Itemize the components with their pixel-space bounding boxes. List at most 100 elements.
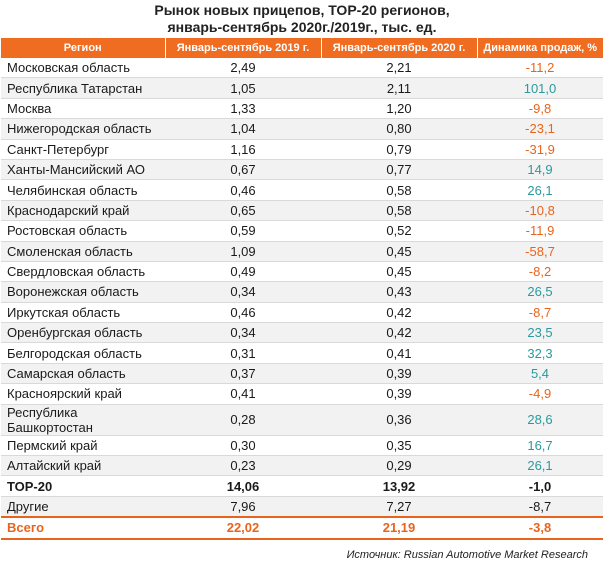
table-row: Свердловская область 0,49 0,45 -8,2 (1, 261, 603, 283)
value-2020-cell: 0,29 (321, 455, 477, 477)
region-cell: Воронежская область (1, 281, 165, 303)
value-2019-cell: 0,46 (165, 179, 321, 201)
value-2020-cell: 0,39 (321, 363, 477, 385)
value-2019-cell: 0,28 (165, 404, 321, 436)
table-row: Всего 22,02 21,19 -3,8 (1, 516, 603, 540)
region-cell: Белгородская область (1, 342, 165, 364)
dynamics-cell: -3,8 (477, 516, 603, 540)
value-2019-cell: 7,96 (165, 496, 321, 518)
dynamics-cell: -58,7 (477, 241, 603, 262)
table-row: Алтайский край 0,23 0,29 26,1 (1, 455, 603, 477)
dynamics-cell: -23,1 (477, 118, 603, 140)
table-body: Московская область 2,49 2,21 -11,2 Республик… (1, 58, 603, 540)
value-2020-cell: 0,36 (321, 404, 477, 436)
dynamics-cell: 16,7 (477, 435, 603, 457)
region-cell: Ростовская область (1, 220, 165, 242)
header-2020: Январь-сентябрь 2020 г. (321, 38, 478, 58)
dynamics-cell: -11,9 (477, 220, 603, 242)
table-row: Иркутская область 0,46 0,42 -8,7 (1, 302, 603, 324)
region-cell: Нижегородская область (1, 118, 165, 140)
region-cell: Республика Татарстан (1, 77, 165, 99)
region-cell: Всего (1, 516, 165, 540)
value-2019-cell: 0,31 (165, 342, 321, 364)
value-2019-cell: 0,49 (165, 261, 321, 283)
region-cell: Свердловская область (1, 261, 165, 283)
table-row: Ростовская область 0,59 0,52 -11,9 (1, 220, 603, 242)
value-2020-cell: 0,42 (321, 322, 477, 344)
table-row: Республика Татарстан 1,05 2,11 101,0 (1, 77, 603, 99)
region-cell: Пермский край (1, 435, 165, 457)
header-region: Регион (1, 38, 166, 58)
title-line-2: январь-сентябрь 2020г./2019г., тыс. ед. (167, 19, 437, 35)
region-cell: Москва (1, 98, 165, 120)
dynamics-cell: 101,0 (477, 77, 603, 99)
region-cell: Оренбургская область (1, 322, 165, 344)
value-2019-cell: 1,16 (165, 139, 321, 160)
table-row: Воронежская область 0,34 0,43 26,5 (1, 281, 603, 303)
table-row: Ханты-Мансийский АО 0,67 0,77 14,9 (1, 159, 603, 181)
value-2020-cell: 0,79 (321, 139, 477, 160)
value-2019-cell: 0,46 (165, 302, 321, 324)
dynamics-cell: 26,5 (477, 281, 603, 303)
region-cell: Московская область (1, 58, 165, 79)
value-2019-cell: 1,33 (165, 98, 321, 120)
dynamics-cell: 28,6 (477, 404, 603, 436)
region-cell: Алтайский край (1, 455, 165, 477)
header-2019: Январь-сентябрь 2019 г. (165, 38, 322, 58)
value-2019-cell: 1,09 (165, 241, 321, 262)
region-cell: Ханты-Мансийский АО (1, 159, 165, 181)
value-2019-cell: 22,02 (165, 516, 321, 540)
value-2019-cell: 0,41 (165, 383, 321, 405)
dynamics-cell: 23,5 (477, 322, 603, 344)
dynamics-cell: 32,3 (477, 342, 603, 364)
table-row: Нижегородская область 1,04 0,80 -23,1 (1, 118, 603, 140)
dynamics-cell: -9,8 (477, 98, 603, 120)
dynamics-cell: -8,7 (477, 302, 603, 324)
value-2020-cell: 0,45 (321, 261, 477, 283)
value-2020-cell: 0,39 (321, 383, 477, 405)
region-cell: Красноярский край (1, 383, 165, 405)
source-note: Источник: Russian Automotive Market Rese… (346, 548, 588, 561)
table-row: Санкт-Петербург 1,16 0,79 -31,9 (1, 139, 603, 160)
table-row: Оренбургская область 0,34 0,42 23,5 (1, 322, 603, 344)
title-line-1: Рынок новых прицепов, ТОР-20 регионов, (154, 2, 450, 18)
table-row: Смоленская область 1,09 0,45 -58,7 (1, 241, 603, 262)
value-2020-cell: 1,20 (321, 98, 477, 120)
dynamics-cell: 5,4 (477, 363, 603, 385)
table-row: Белгородская область 0,31 0,41 32,3 (1, 342, 603, 364)
table-row: Краснодарский край 0,65 0,58 -10,8 (1, 200, 603, 222)
table-row: Московская область 2,49 2,21 -11,2 (1, 58, 603, 79)
region-cell: Иркутская область (1, 302, 165, 324)
value-2019-cell: 0,67 (165, 159, 321, 181)
region-cell: Республика Башкортостан (1, 404, 165, 436)
value-2020-cell: 13,92 (321, 475, 477, 497)
dynamics-cell: 26,1 (477, 179, 603, 201)
value-2020-cell: 7,27 (321, 496, 477, 518)
value-2020-cell: 0,58 (321, 179, 477, 201)
dynamics-cell: -4,9 (477, 383, 603, 405)
value-2019-cell: 2,49 (165, 58, 321, 79)
table-header-row: Регион Январь-сентябрь 2019 г. Январь-се… (1, 38, 603, 58)
dynamics-cell: 14,9 (477, 159, 603, 181)
value-2020-cell: 0,45 (321, 241, 477, 262)
header-dynamics: Динамика продаж, % (477, 38, 603, 58)
value-2019-cell: 0,34 (165, 281, 321, 303)
dynamics-cell: 26,1 (477, 455, 603, 477)
table-row: Москва 1,33 1,20 -9,8 (1, 98, 603, 120)
table-row: Самарская область 0,37 0,39 5,4 (1, 363, 603, 385)
region-cell: Челябинская область (1, 179, 165, 201)
page-title: Рынок новых прицепов, ТОР-20 регионов, я… (0, 0, 604, 38)
region-cell: Самарская область (1, 363, 165, 385)
value-2019-cell: 0,59 (165, 220, 321, 242)
table-row: Республика Башкортостан 0,28 0,36 28,6 (1, 404, 603, 436)
value-2019-cell: 1,04 (165, 118, 321, 140)
value-2019-cell: 0,37 (165, 363, 321, 385)
value-2019-cell: 0,23 (165, 455, 321, 477)
value-2020-cell: 0,43 (321, 281, 477, 303)
table-row: Пермский край 0,30 0,35 16,7 (1, 435, 603, 457)
value-2020-cell: 0,42 (321, 302, 477, 324)
table-row: Другие 7,96 7,27 -8,7 (1, 496, 603, 518)
value-2020-cell: 0,52 (321, 220, 477, 242)
table-row: ТОР-20 14,06 13,92 -1,0 (1, 475, 603, 497)
value-2019-cell: 0,34 (165, 322, 321, 344)
